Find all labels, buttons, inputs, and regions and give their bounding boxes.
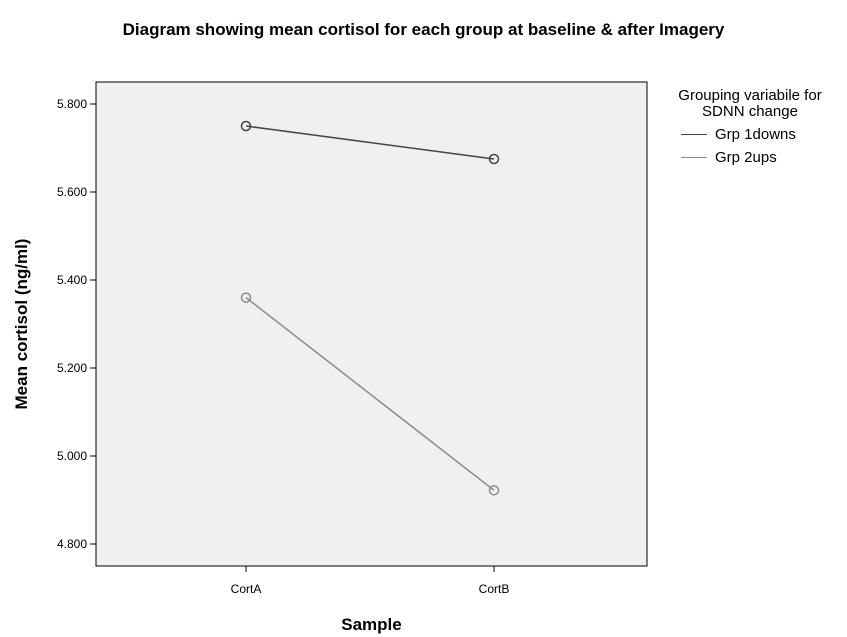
legend-swatch — [681, 157, 707, 158]
data-point — [240, 120, 252, 132]
y-tick-label: 5.200 — [57, 361, 87, 375]
y-tick-label: 5.600 — [57, 185, 87, 199]
legend-entry: Grp 1downs — [681, 126, 845, 143]
chart-title: Diagram showing mean cortisol for each g… — [122, 20, 725, 39]
legend-entries: Grp 1downs Grp 2ups — [655, 126, 845, 166]
y-axis-title: Mean cortisol (ng/ml) — [12, 239, 31, 410]
legend: Grouping variabile for SDNN change Grp 1… — [655, 87, 845, 167]
data-point — [488, 485, 500, 496]
y-tick-label: 4.800 — [57, 537, 87, 551]
data-point — [488, 153, 500, 165]
plot-area — [95, 81, 648, 567]
y-tick-label: 5.400 — [57, 273, 87, 287]
x-axis-title: Sample — [341, 615, 401, 634]
legend-label: Grp 1downs — [715, 126, 796, 143]
x-tick-label: CortB — [479, 582, 510, 596]
legend-title: Grouping variabile for SDNN change — [678, 87, 822, 120]
legend-entry: Grp 2ups — [681, 149, 845, 166]
x-tick-label: CortA — [231, 582, 262, 596]
y-axis: 4.800 5.000 5.200 5.400 5.600 5.800 — [57, 97, 96, 551]
legend-swatch — [681, 134, 707, 135]
data-point — [240, 292, 252, 303]
series-line — [245, 125, 495, 160]
y-tick-label: 5.000 — [57, 449, 87, 463]
x-axis: CortA CortB — [231, 566, 510, 596]
series-layer — [240, 120, 500, 496]
y-tick-label: 5.800 — [57, 97, 87, 111]
series-line — [245, 297, 495, 491]
legend-label: Grp 2ups — [715, 149, 777, 166]
